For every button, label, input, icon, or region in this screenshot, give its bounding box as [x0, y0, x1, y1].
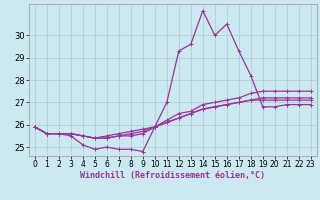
X-axis label: Windchill (Refroidissement éolien,°C): Windchill (Refroidissement éolien,°C) — [80, 171, 265, 180]
